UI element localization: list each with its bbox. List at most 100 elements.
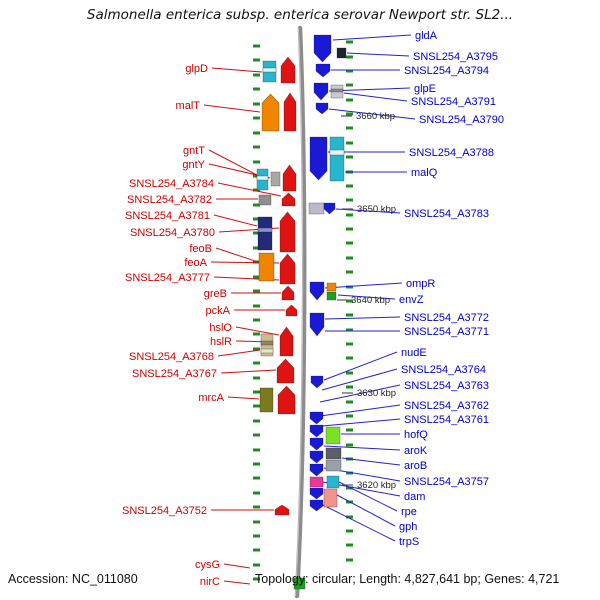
gene-label-right[interactable]: SNSL254_A3788 <box>409 147 494 159</box>
gene-glyph[interactable] <box>259 387 274 413</box>
gene-glyph[interactable] <box>282 164 297 192</box>
gene-glyph[interactable] <box>315 63 331 78</box>
gene-label-left[interactable]: hslR <box>210 336 232 348</box>
gene-label-left[interactable]: SNSL254_A3781 <box>125 210 210 222</box>
leader-line-left <box>203 104 261 113</box>
gene-glyph[interactable] <box>274 504 290 516</box>
gene-label-right[interactable]: rpe <box>401 506 417 518</box>
gene-glyph[interactable] <box>309 424 324 438</box>
gene-glyph[interactable] <box>279 253 296 285</box>
gene-label-right[interactable]: SNSL254_A3791 <box>411 96 496 108</box>
gene-label-right[interactable]: SNSL254_A3772 <box>404 312 489 324</box>
gene-label-right[interactable]: SNSL254_A3783 <box>404 208 489 220</box>
gene-label-right[interactable]: gph <box>399 521 417 533</box>
gene-glyph[interactable] <box>313 34 332 63</box>
gene-label-left[interactable]: mrcA <box>198 392 224 404</box>
gene-glyph[interactable] <box>313 82 329 101</box>
gene-label-left[interactable]: gntY <box>182 159 205 171</box>
gene-glyph[interactable] <box>308 202 325 215</box>
gene-label-right[interactable]: SNSL254_A3771 <box>404 326 489 338</box>
gene-glyph[interactable] <box>281 285 295 301</box>
gene-label-left[interactable]: SNSL254_A3780 <box>130 227 215 239</box>
gene-label-left[interactable]: SNSL254_A3784 <box>129 178 214 190</box>
gene-glyph[interactable] <box>323 202 336 215</box>
gene-glyph[interactable] <box>309 281 325 301</box>
gene-glyph[interactable] <box>270 171 281 187</box>
gene-glyph[interactable] <box>309 487 324 500</box>
gene-glyph[interactable] <box>293 577 306 590</box>
gene-label-right[interactable]: aroB <box>404 460 427 472</box>
gene-glyph[interactable] <box>279 211 296 253</box>
gene-label-left[interactable]: malT <box>176 100 201 112</box>
gene-label-right[interactable]: dam <box>404 491 425 503</box>
gene-glyph[interactable] <box>309 136 328 181</box>
gene-glyph[interactable] <box>326 475 340 489</box>
gene-label-right[interactable]: SNSL254_A3795 <box>413 51 498 63</box>
gene-label-left[interactable]: hslO <box>209 322 232 334</box>
gene-label-right[interactable]: malQ <box>411 167 438 179</box>
leader-line-right <box>346 52 410 57</box>
gene-glyph[interactable] <box>261 93 280 132</box>
gene-glyph[interactable] <box>279 326 294 357</box>
gene-glyph[interactable] <box>280 56 296 84</box>
gene-label-left[interactable]: SNSL254_A3768 <box>129 351 214 363</box>
gene-label-left[interactable]: nirC <box>200 576 220 588</box>
gene-glyph[interactable] <box>329 136 345 182</box>
gene-glyph[interactable] <box>258 194 272 206</box>
gene-glyph[interactable] <box>277 385 296 415</box>
gene-label-right[interactable]: gldA <box>415 30 438 42</box>
gene-label-right[interactable]: SNSL254_A3761 <box>404 414 489 426</box>
gene-label-right[interactable]: envZ <box>399 294 424 306</box>
gene-glyph[interactable] <box>257 216 273 251</box>
gene-glyph[interactable] <box>325 459 342 472</box>
gene-glyph[interactable] <box>323 488 338 508</box>
gene-glyph[interactable] <box>309 450 324 464</box>
gene-glyph[interactable] <box>258 252 275 282</box>
gene-label-right[interactable]: SNSL254_A3794 <box>404 65 489 77</box>
leader-line-right <box>332 34 412 41</box>
gene-label-left[interactable]: cysG <box>195 559 220 571</box>
gene-label-left[interactable]: pckA <box>206 305 231 317</box>
gene-label-left[interactable]: greB <box>204 288 227 300</box>
gene-label-left[interactable]: SNSL254_A3767 <box>132 368 217 380</box>
gene-glyph[interactable] <box>315 102 329 115</box>
gene-glyph[interactable] <box>309 411 324 425</box>
gene-label-right[interactable]: trpS <box>399 536 419 548</box>
gene-glyph[interactable] <box>285 304 298 317</box>
gene-glyph[interactable] <box>309 463 324 477</box>
gene-glyph[interactable] <box>309 476 324 488</box>
gene-glyph[interactable] <box>325 426 341 445</box>
gene-label-right[interactable]: nudE <box>401 347 427 359</box>
gene-glyph[interactable] <box>309 499 324 512</box>
leader-line-right <box>321 418 401 427</box>
gene-label-left[interactable]: glpD <box>185 63 208 75</box>
gene-label-left[interactable]: SNSL254_A3752 <box>122 505 207 517</box>
gene-label-right[interactable]: aroK <box>404 445 428 457</box>
gene-glyph[interactable] <box>281 192 296 207</box>
gene-label-left[interactable]: feoB <box>189 243 212 255</box>
gene-label-right[interactable]: SNSL254_A3763 <box>404 380 489 392</box>
gene-label-right[interactable]: SNSL254_A3790 <box>419 114 504 126</box>
gene-glyph[interactable] <box>283 92 297 132</box>
gene-glyph[interactable] <box>276 358 295 384</box>
gene-label-right[interactable]: SNSL254_A3762 <box>404 400 489 412</box>
gene-label-left[interactable]: SNSL254_A3782 <box>127 194 212 206</box>
gene-label-right[interactable]: SNSL254_A3764 <box>401 364 486 376</box>
gene-label-right[interactable]: glpE <box>414 83 436 95</box>
gene-label-right[interactable]: hofQ <box>404 429 428 441</box>
gene-label-right[interactable]: ompR <box>406 278 435 290</box>
gene-glyph[interactable] <box>336 47 347 59</box>
gene-glyph[interactable] <box>326 291 337 301</box>
gene-label-right[interactable]: SNSL254_A3757 <box>404 476 489 488</box>
gene-glyph[interactable] <box>325 447 342 460</box>
gene-glyph[interactable] <box>326 282 337 292</box>
gene-glyph[interactable] <box>309 437 324 451</box>
gene-glyph[interactable] <box>309 312 325 337</box>
leader-line-left <box>223 580 251 585</box>
organism-title: Salmonella enterica subsp. enterica sero… <box>86 7 514 23</box>
gene-label-left[interactable]: feoA <box>184 257 207 269</box>
gene-label-left[interactable]: gntT <box>183 145 205 157</box>
gene-label-left[interactable]: SNSL254_A3777 <box>125 272 210 284</box>
gene-glyph[interactable] <box>310 375 324 389</box>
